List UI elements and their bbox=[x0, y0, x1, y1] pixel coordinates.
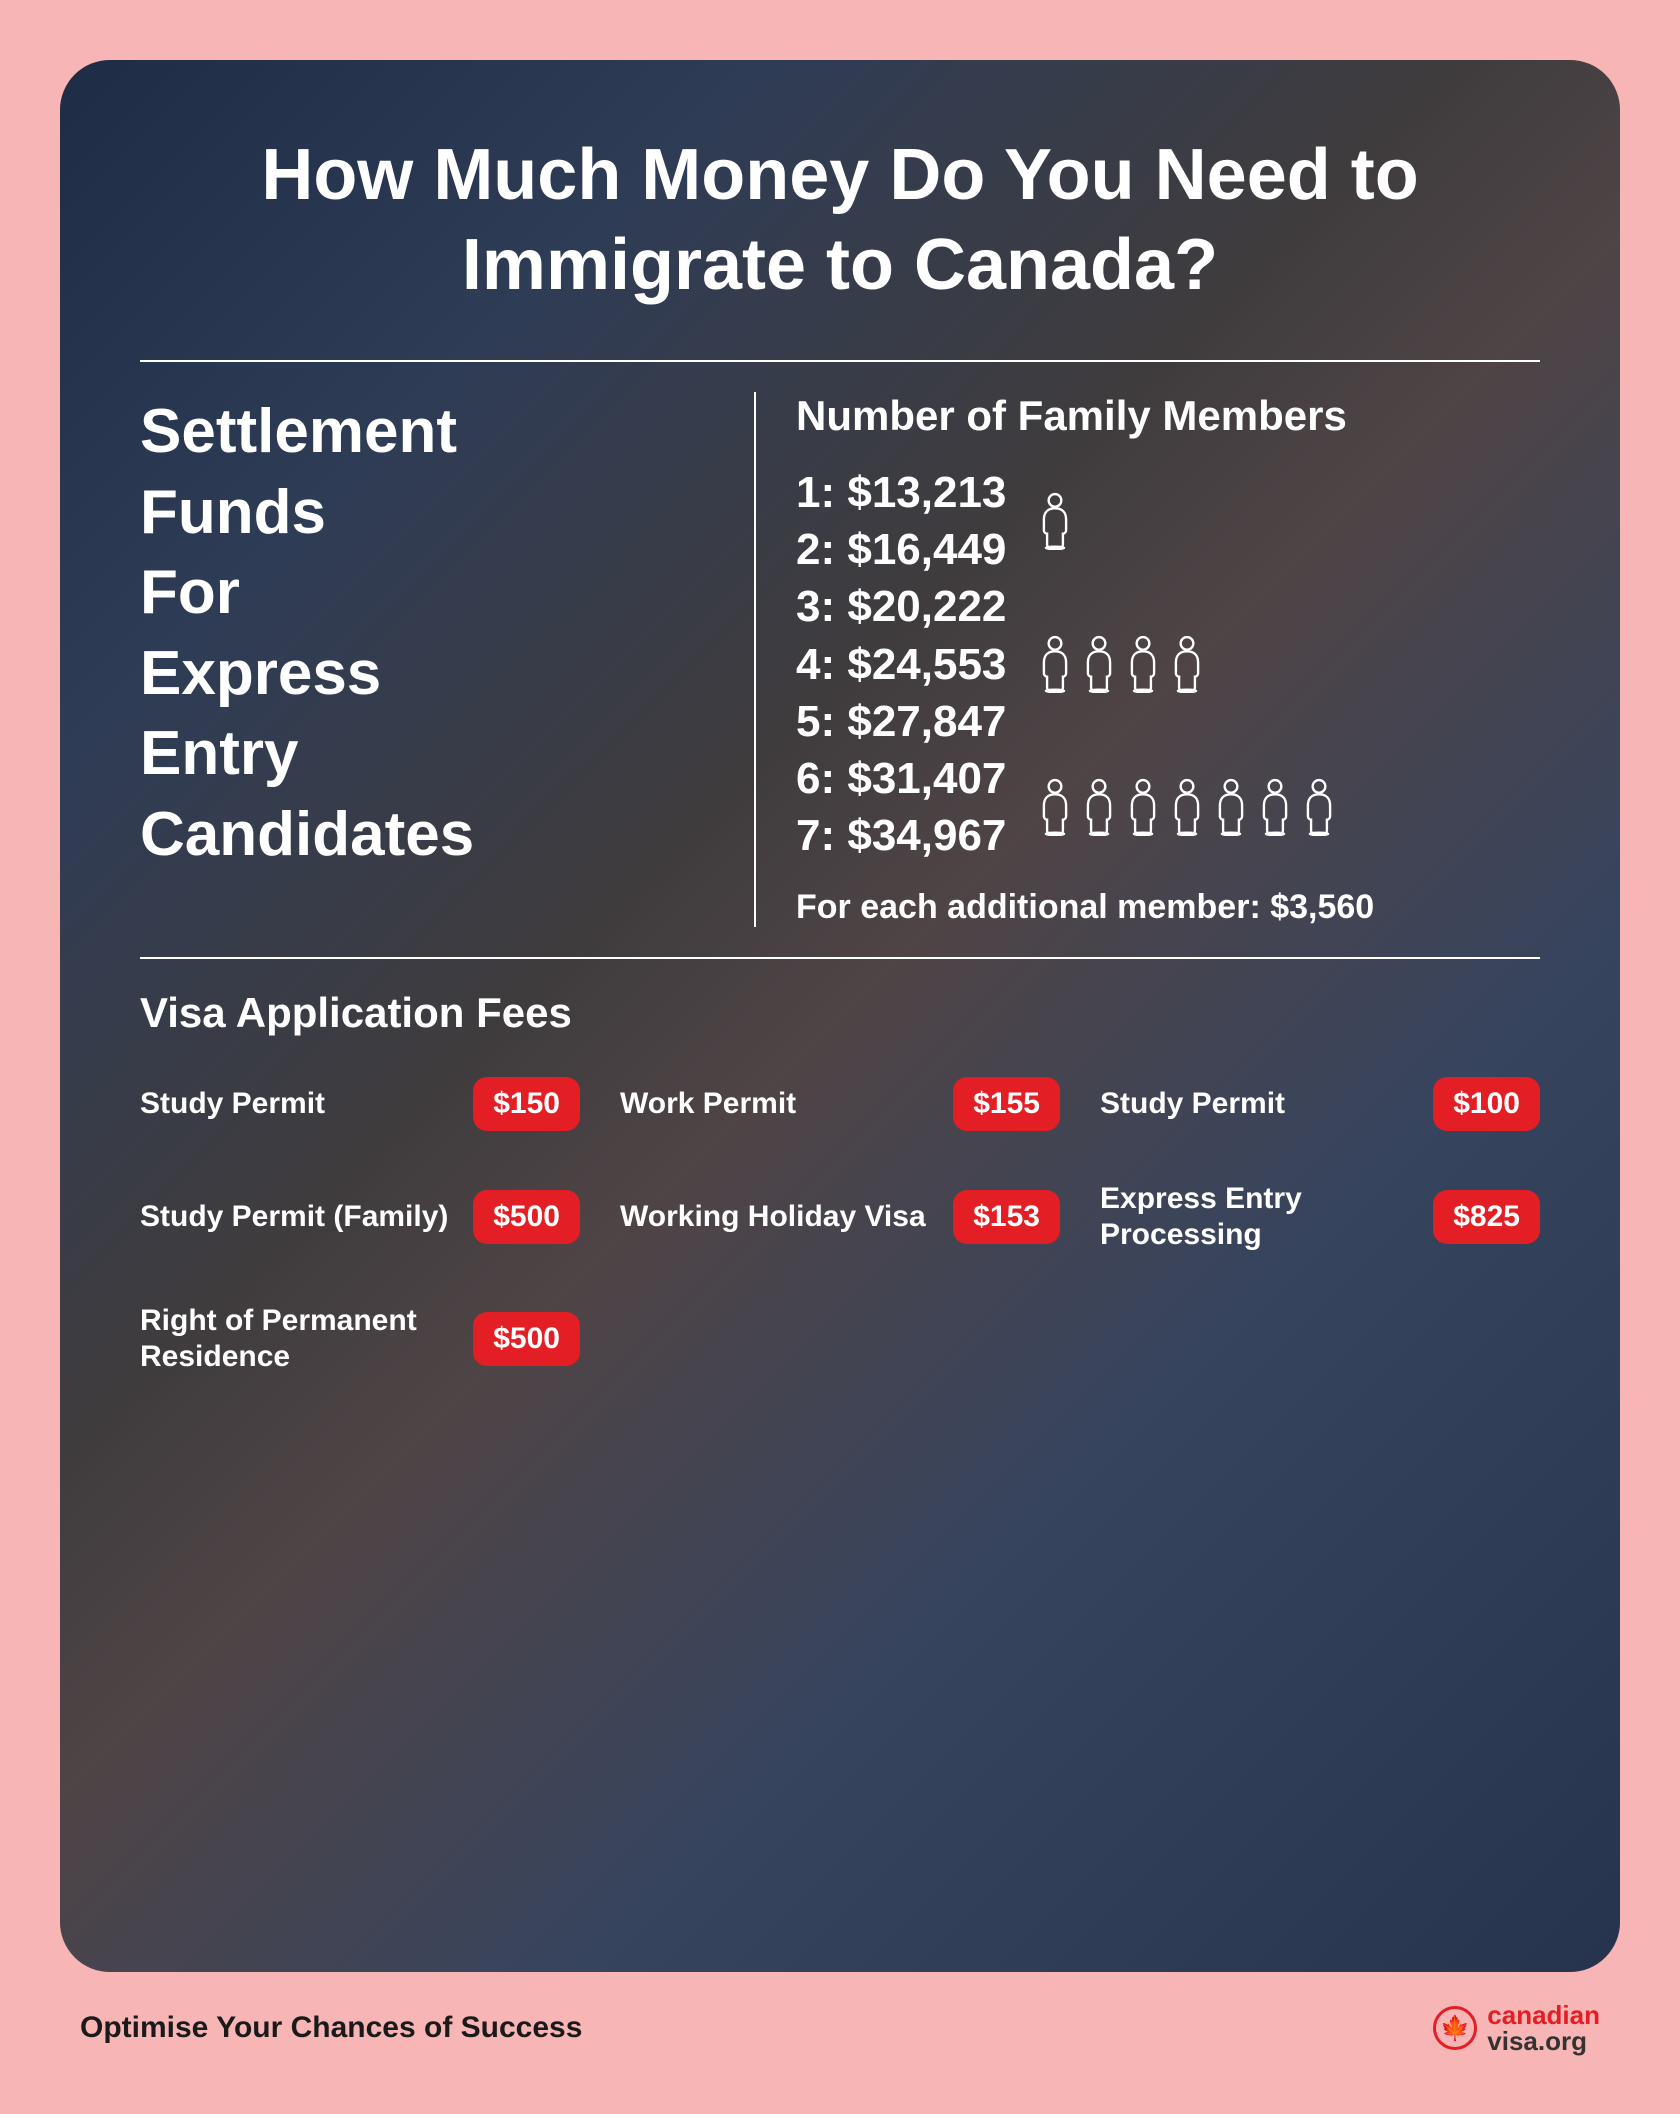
fee-item: Right of Permanent Residence $500 bbox=[140, 1303, 580, 1375]
logo-text: canadian visa.org bbox=[1487, 2002, 1600, 2054]
settlement-left: SettlementFundsForExpressEntryCandidates bbox=[140, 392, 756, 927]
fee-label: Working Holiday Visa bbox=[620, 1199, 933, 1235]
settlement-section: SettlementFundsForExpressEntryCandidates… bbox=[140, 392, 1540, 927]
fund-line: 7: $34,967 bbox=[796, 807, 1006, 864]
fee-item: Study Permit $150 bbox=[140, 1077, 580, 1131]
heading-word: For bbox=[140, 553, 714, 634]
person-icon bbox=[1168, 635, 1206, 693]
fund-line: 4: $24,553 bbox=[796, 636, 1006, 693]
fund-line: 1: $13,213 bbox=[796, 464, 1006, 521]
divider-bottom bbox=[140, 957, 1540, 959]
footer-tagline: Optimise Your Chances of Success bbox=[80, 2011, 582, 2045]
logo-line1: canadian bbox=[1487, 2002, 1600, 2028]
people-icons-col bbox=[1036, 464, 1338, 864]
fee-price-badge: $500 bbox=[473, 1312, 580, 1366]
fee-label: Express Entry Processing bbox=[1100, 1181, 1413, 1253]
fee-label: Study Permit bbox=[1100, 1086, 1413, 1122]
fee-item: Work Permit $155 bbox=[620, 1077, 1060, 1131]
fees-grid: Study Permit $150 Work Permit $155 Study Per… bbox=[140, 1077, 1540, 1375]
settlement-heading: SettlementFundsForExpressEntryCandidates bbox=[140, 392, 714, 876]
fee-item: Study Permit $100 bbox=[1100, 1077, 1540, 1131]
person-icon bbox=[1256, 778, 1294, 836]
fee-price-badge: $150 bbox=[473, 1077, 580, 1131]
fee-price-badge: $500 bbox=[473, 1190, 580, 1244]
fee-item: Study Permit (Family) $500 bbox=[140, 1181, 580, 1253]
person-icon bbox=[1300, 778, 1338, 836]
infographic-card: How Much Money Do You Need to Immigrate … bbox=[60, 60, 1620, 1972]
fee-item: Working Holiday Visa $153 bbox=[620, 1181, 1060, 1253]
heading-word: Funds bbox=[140, 473, 714, 554]
fee-label: Study Permit (Family) bbox=[140, 1199, 453, 1235]
maple-leaf-icon: 🍁 bbox=[1433, 2006, 1477, 2050]
heading-word: Settlement bbox=[140, 392, 714, 473]
fund-line: 3: $20,222 bbox=[796, 578, 1006, 635]
fee-price-badge: $153 bbox=[953, 1190, 1060, 1244]
fees-heading: Visa Application Fees bbox=[140, 989, 1540, 1037]
settlement-right: Number of Family Members 1: $13,2132: $1… bbox=[756, 392, 1540, 927]
heading-word: Express bbox=[140, 634, 714, 715]
fund-line: 6: $31,407 bbox=[796, 750, 1006, 807]
people-icon-group bbox=[1036, 750, 1338, 864]
person-icon bbox=[1080, 635, 1118, 693]
logo-line2: visa.org bbox=[1487, 2028, 1600, 2054]
fee-price-badge: $155 bbox=[953, 1077, 1060, 1131]
fee-price-badge: $100 bbox=[1433, 1077, 1540, 1131]
fee-item: Express Entry Processing $825 bbox=[1100, 1181, 1540, 1253]
person-icon bbox=[1212, 778, 1250, 836]
person-icon bbox=[1080, 778, 1118, 836]
person-icon bbox=[1036, 778, 1074, 836]
people-icon-group bbox=[1036, 607, 1338, 721]
people-icon-group bbox=[1036, 464, 1338, 578]
person-icon bbox=[1124, 778, 1162, 836]
fund-line: 5: $27,847 bbox=[796, 693, 1006, 750]
main-title: How Much Money Do You Need to Immigrate … bbox=[140, 130, 1540, 310]
heading-word: Entry bbox=[140, 714, 714, 795]
heading-word: Candidates bbox=[140, 795, 714, 876]
brand-logo: 🍁 canadian visa.org bbox=[1433, 2002, 1600, 2054]
funds-list: 1: $13,2132: $16,4493: $20,2224: $24,553… bbox=[796, 464, 1006, 864]
person-icon bbox=[1124, 635, 1162, 693]
person-icon bbox=[1168, 778, 1206, 836]
person-icon bbox=[1036, 492, 1074, 550]
divider-top bbox=[140, 360, 1540, 362]
family-heading: Number of Family Members bbox=[796, 392, 1540, 440]
fund-line: 2: $16,449 bbox=[796, 521, 1006, 578]
fee-label: Work Permit bbox=[620, 1086, 933, 1122]
page-footer: Optimise Your Chances of Success 🍁 canad… bbox=[60, 1972, 1620, 2054]
fee-price-badge: $825 bbox=[1433, 1190, 1540, 1244]
fee-label: Right of Permanent Residence bbox=[140, 1303, 453, 1375]
fee-label: Study Permit bbox=[140, 1086, 453, 1122]
additional-member-text: For each additional member: $3,560 bbox=[796, 888, 1540, 927]
person-icon bbox=[1036, 635, 1074, 693]
funds-row: 1: $13,2132: $16,4493: $20,2224: $24,553… bbox=[796, 464, 1540, 864]
